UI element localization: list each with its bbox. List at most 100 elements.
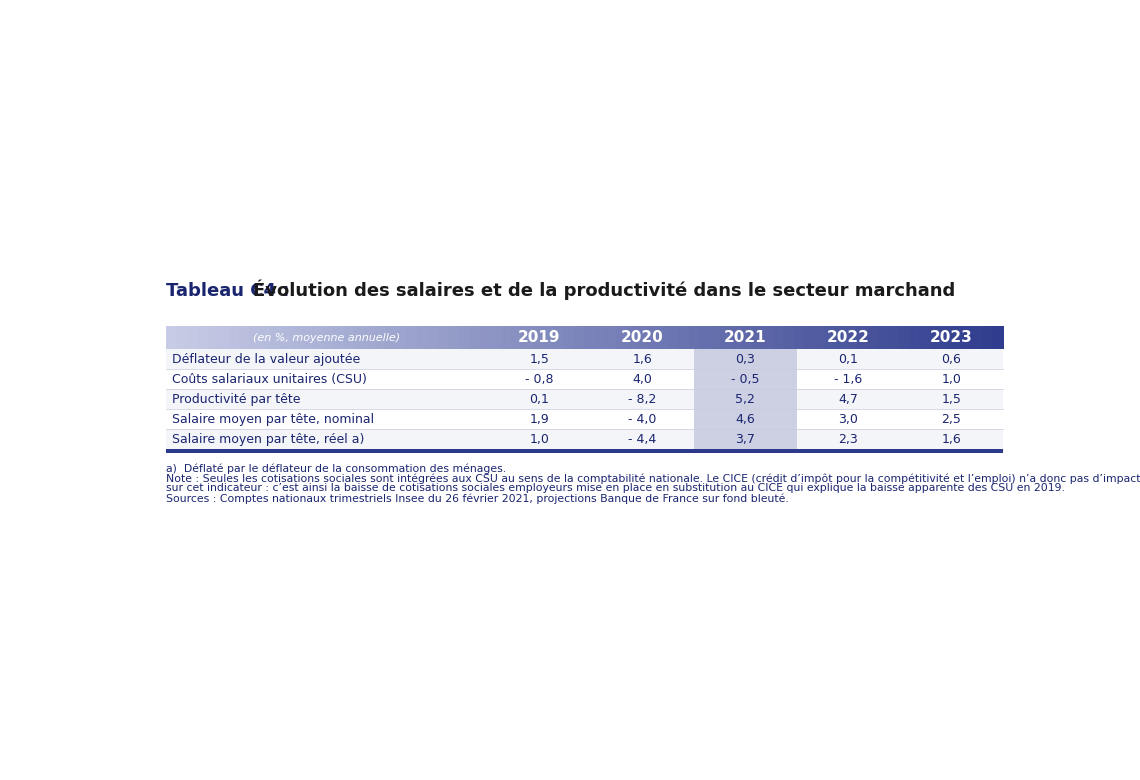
Bar [741, 326, 752, 349]
Bar [797, 349, 899, 369]
Text: 0,3: 0,3 [735, 353, 756, 366]
Bar [898, 326, 910, 349]
Bar [919, 326, 930, 349]
Text: 1,5: 1,5 [942, 393, 961, 406]
Bar [710, 326, 720, 349]
Text: - 0,8: - 0,8 [526, 373, 554, 386]
Bar [165, 369, 488, 389]
Text: - 8,2: - 8,2 [628, 393, 657, 406]
Bar [406, 326, 417, 349]
Bar [500, 326, 512, 349]
Bar [773, 326, 784, 349]
Text: 1,6: 1,6 [942, 433, 961, 446]
Bar [417, 326, 429, 349]
Text: Salaire moyen par tête, nominal: Salaire moyen par tête, nominal [172, 413, 374, 426]
Bar [396, 326, 407, 349]
Bar [458, 326, 470, 349]
Text: - 4,0: - 4,0 [628, 413, 657, 426]
Bar [228, 326, 239, 349]
Bar [678, 326, 690, 349]
Text: 2021: 2021 [724, 330, 767, 346]
Text: - 0,5: - 0,5 [731, 373, 759, 386]
Text: 4,0: 4,0 [633, 373, 652, 386]
Text: 0,1: 0,1 [838, 353, 858, 366]
Bar [668, 326, 679, 349]
Text: 2020: 2020 [621, 330, 663, 346]
Bar [797, 389, 899, 410]
Text: Tableau C4 :: Tableau C4 : [165, 282, 295, 300]
Bar [751, 326, 763, 349]
Bar [694, 349, 797, 369]
Bar [951, 326, 962, 349]
Bar [239, 326, 250, 349]
Bar [343, 326, 355, 349]
Bar [218, 326, 229, 349]
Bar [846, 326, 857, 349]
Bar [616, 326, 627, 349]
Bar [333, 326, 344, 349]
Bar [648, 326, 658, 349]
Text: Évolution des salaires et de la productivité dans le secteur marchand: Évolution des salaires et de la producti… [253, 279, 955, 300]
Bar [591, 349, 694, 369]
Bar [836, 326, 847, 349]
Bar [658, 326, 669, 349]
Bar [694, 369, 797, 389]
Bar [595, 326, 606, 349]
Bar [694, 429, 797, 449]
Bar [689, 326, 700, 349]
Text: - 1,6: - 1,6 [834, 373, 863, 386]
Text: Coûts salariaux unitaires (CSU): Coûts salariaux unitaires (CSU) [172, 373, 367, 386]
Bar [428, 326, 439, 349]
Bar [553, 326, 564, 349]
Bar [385, 326, 397, 349]
Text: 4,6: 4,6 [735, 413, 755, 426]
Text: 2,5: 2,5 [942, 413, 961, 426]
Bar [971, 326, 983, 349]
Bar [490, 326, 502, 349]
Bar [511, 326, 522, 349]
Bar [825, 326, 836, 349]
Bar [532, 326, 543, 349]
Bar [270, 326, 282, 349]
Bar [591, 410, 694, 429]
Bar [909, 326, 920, 349]
Bar [365, 326, 376, 349]
Bar [856, 326, 868, 349]
Bar [866, 326, 878, 349]
Text: a)  Déflaté par le déflateur de la consommation des ménages.: a) Déflaté par le déflateur de la consom… [165, 463, 506, 473]
Bar [940, 326, 951, 349]
Bar [280, 326, 292, 349]
Bar [488, 389, 591, 410]
Bar [187, 326, 198, 349]
Bar [573, 326, 585, 349]
Bar [543, 326, 554, 349]
Bar [488, 410, 591, 429]
Bar [165, 349, 488, 369]
Bar [375, 326, 386, 349]
Text: 1,6: 1,6 [633, 353, 652, 366]
Text: Salaire moyen par tête, réel a): Salaire moyen par tête, réel a) [172, 433, 365, 446]
Text: 3,7: 3,7 [735, 433, 756, 446]
Text: Productivité par tête: Productivité par tête [172, 393, 301, 406]
Bar [302, 326, 314, 349]
Text: Note : Seules les cotisations sociales sont intégrées aux CSU au sens de la comp: Note : Seules les cotisations sociales s… [165, 473, 1140, 484]
Bar [694, 410, 797, 429]
Bar [165, 410, 488, 429]
Bar [797, 410, 899, 429]
Bar [804, 326, 815, 349]
Bar [783, 326, 795, 349]
Text: 0,1: 0,1 [530, 393, 549, 406]
Bar [731, 326, 742, 349]
Bar [563, 326, 575, 349]
Text: 5,2: 5,2 [735, 393, 756, 406]
Bar [793, 326, 805, 349]
Text: 1,9: 1,9 [530, 413, 549, 426]
Bar [694, 389, 797, 410]
Bar [797, 429, 899, 449]
Bar [591, 369, 694, 389]
Bar [929, 326, 940, 349]
Bar [584, 326, 595, 349]
Bar [488, 429, 591, 449]
Text: sur cet indicateur : c’est ainsi la baisse de cotisations sociales employeurs mi: sur cet indicateur : c’est ainsi la bais… [165, 484, 1065, 493]
Bar [165, 389, 488, 410]
